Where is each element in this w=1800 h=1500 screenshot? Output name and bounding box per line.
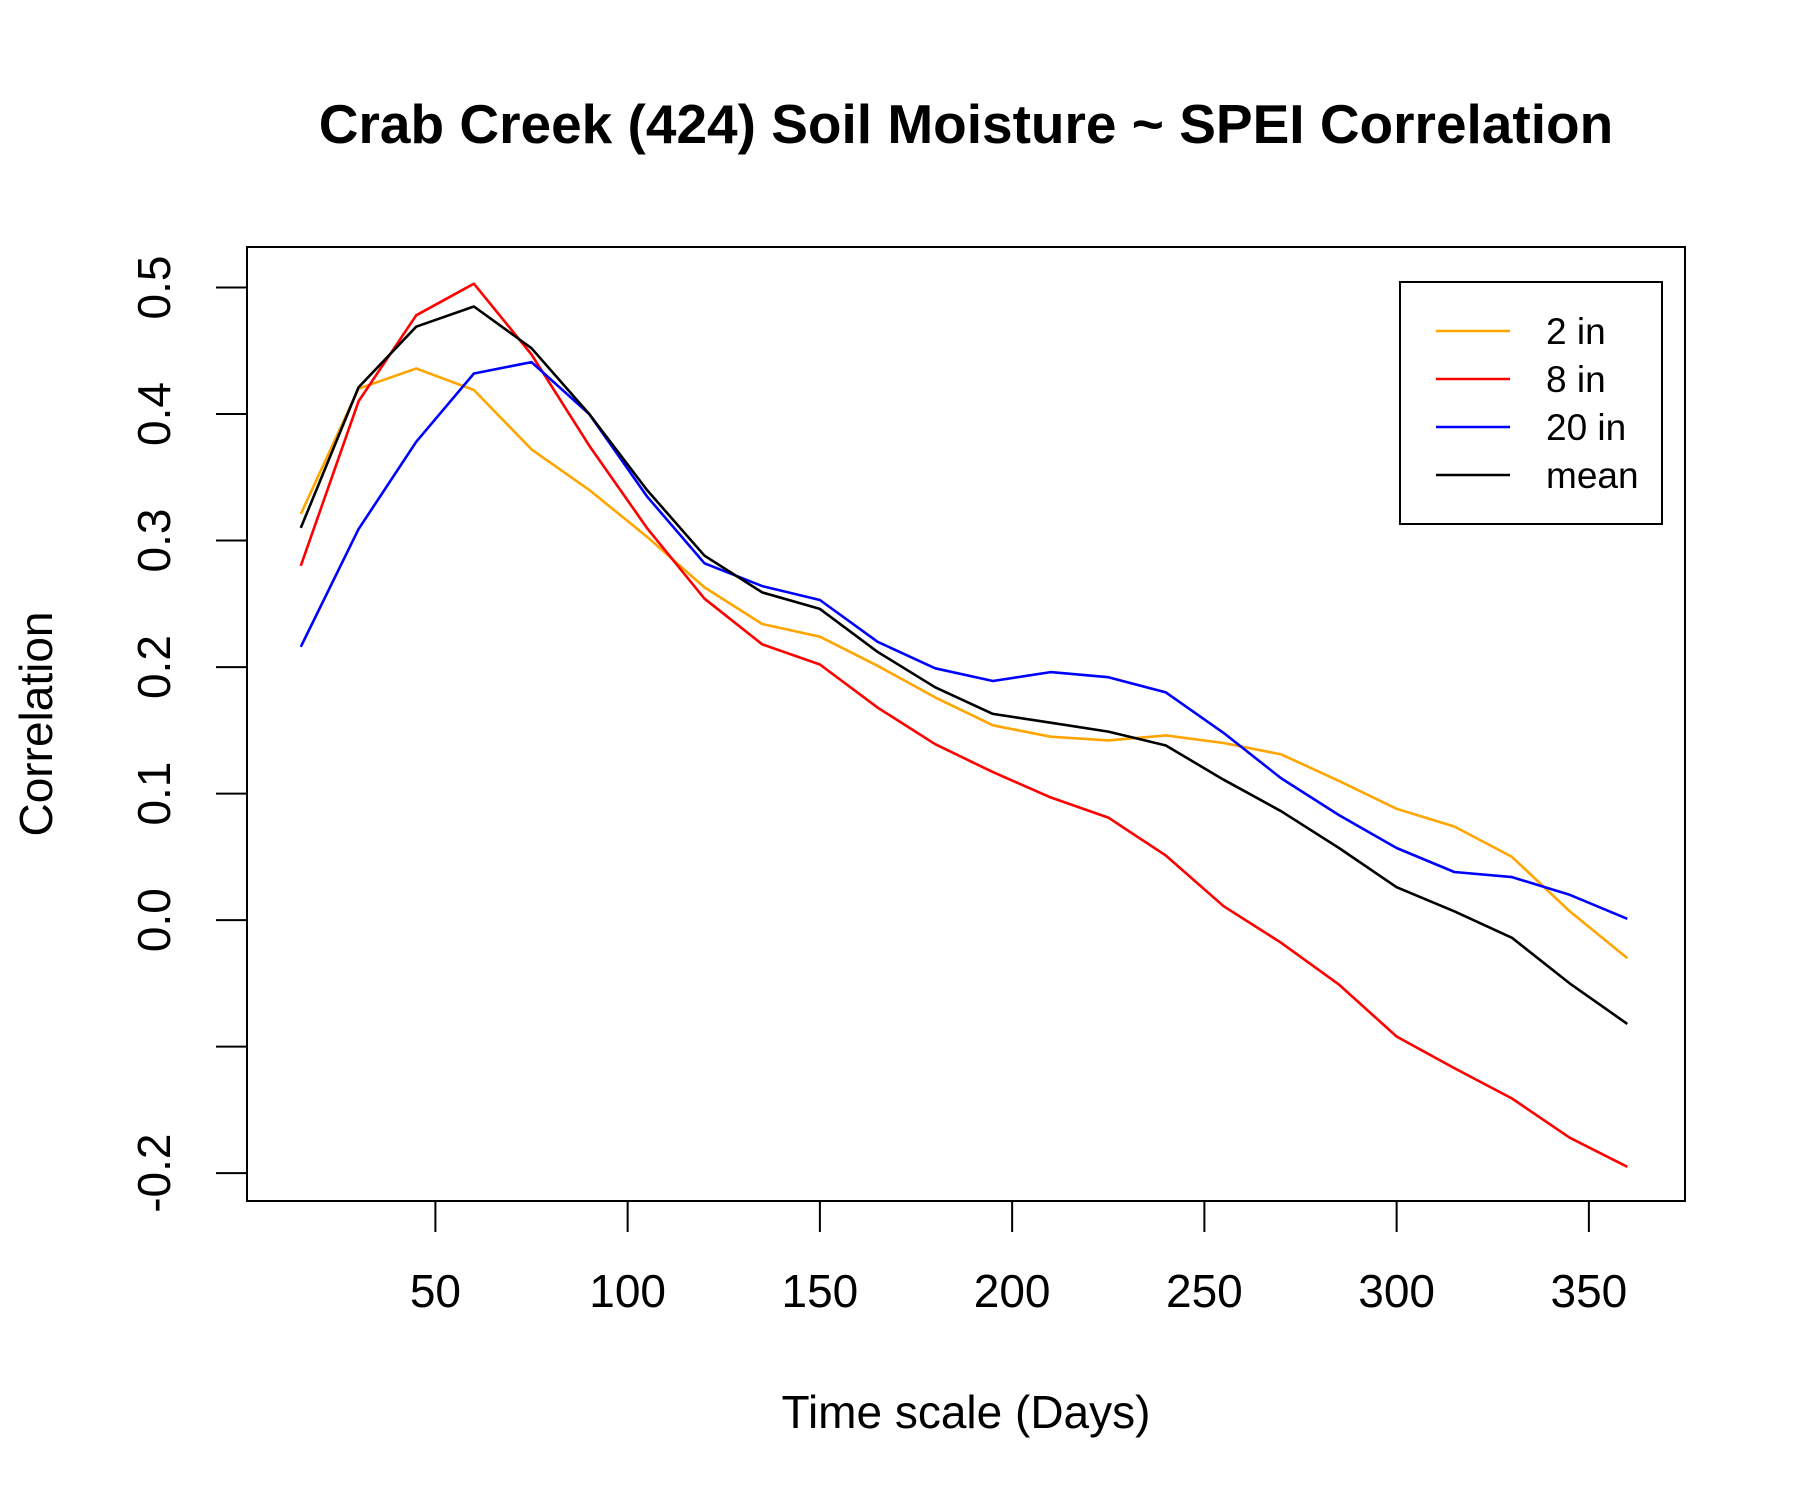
x-tick-label-350: 350 bbox=[1551, 1265, 1628, 1317]
y-tick-label-0-5: 0.5 bbox=[128, 256, 180, 320]
series-layer bbox=[299, 282, 1629, 1168]
y-tick-label-0-4: 0.4 bbox=[128, 382, 180, 446]
y-tick-label-0-1: 0.1 bbox=[128, 762, 180, 826]
legend-label-2-in: 2 in bbox=[1546, 311, 1606, 352]
x-tick-label-300: 300 bbox=[1358, 1265, 1435, 1317]
x-tick-label-50: 50 bbox=[410, 1265, 461, 1317]
y-axis: -0.2 0.0 0.1 0.2 0.3 0.4 0.5 bbox=[128, 256, 247, 1213]
legend-box bbox=[1399, 281, 1663, 525]
x-axis-title: Time scale (Days) bbox=[782, 1386, 1151, 1438]
plot-area-frame bbox=[246, 246, 1686, 1202]
x-tick-label-250: 250 bbox=[1166, 1265, 1243, 1317]
x-axis: 50 100 150 200 250 300 350 bbox=[410, 1201, 1627, 1317]
y-axis-title: Correlation bbox=[10, 612, 62, 837]
legend: 2 in 8 in 20 in mean bbox=[1399, 281, 1663, 525]
legend-label-20-in: 20 in bbox=[1546, 407, 1626, 448]
y-tick-label-0-2: 0.2 bbox=[128, 635, 180, 699]
x-tick-label-200: 200 bbox=[974, 1265, 1051, 1317]
x-tick-label-150: 150 bbox=[782, 1265, 859, 1317]
x-tick-label-100: 100 bbox=[589, 1265, 666, 1317]
chart-title: Crab Creek (424) Soil Moisture ~ SPEI Co… bbox=[319, 93, 1613, 155]
series-line-2-in bbox=[299, 367, 1629, 960]
series-line-20-in bbox=[299, 360, 1628, 920]
y-tick-label-0-2: -0.2 bbox=[128, 1134, 180, 1213]
legend-label-mean: mean bbox=[1546, 455, 1639, 496]
series-line-mean bbox=[299, 305, 1629, 1025]
y-tick-label-0-0: 0.0 bbox=[128, 888, 180, 952]
y-tick-label-0-3: 0.3 bbox=[128, 509, 180, 573]
legend-label-8-in: 8 in bbox=[1546, 359, 1606, 400]
